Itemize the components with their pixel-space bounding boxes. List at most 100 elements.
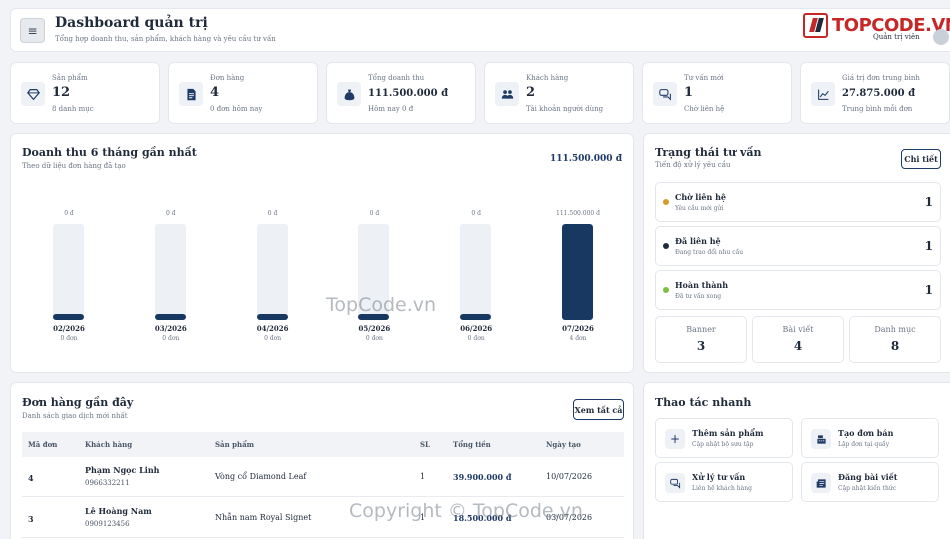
action-name: Thêm sản phẩm xyxy=(692,428,764,438)
bar xyxy=(256,314,288,320)
bar xyxy=(154,314,186,320)
stat-label: Sản phẩm xyxy=(52,74,88,82)
brand-logo[interactable]: TOPCODE.VN xyxy=(803,13,950,38)
action-desc: Liên hệ khách hàng xyxy=(692,485,752,492)
bar-orders-label: 0 đơn xyxy=(467,335,485,342)
orders-subtitle: Danh sách giao dịch mới nhất xyxy=(22,412,128,420)
stat-sub: 0 đơn hôm nay xyxy=(210,105,263,113)
mini-label: Danh mục xyxy=(874,325,916,334)
stat-value: 4 xyxy=(210,85,220,100)
bar-month-label: 04/2026 xyxy=(256,324,289,333)
orders-title: Đơn hàng gần đây xyxy=(22,396,134,409)
customer-phone: 0966332211 xyxy=(85,479,130,487)
status-desc: Đang trao đổi nhu cầu xyxy=(675,249,744,256)
bar xyxy=(358,314,390,320)
bar-track xyxy=(562,224,593,320)
column-header: Ngày tạo xyxy=(546,440,581,449)
stat-label: Tư vấn mới xyxy=(684,74,724,82)
customer-phone: 0909123456 xyxy=(85,520,130,528)
document-icon xyxy=(179,82,203,106)
hamburger-icon: ≡ xyxy=(27,23,38,38)
status-desc: Đã tư vấn xong xyxy=(675,293,722,300)
column-header: Khách hàng xyxy=(85,440,133,449)
action-name: Tạo đơn bán xyxy=(838,428,894,438)
stat-sub: Chờ liên hệ xyxy=(684,105,725,113)
status-row-contacted[interactable]: Đã liên hệ Đang trao đổi nhu cầu 1 xyxy=(655,226,941,266)
chart-subtitle: Theo dữ liệu đơn hàng đã tạo xyxy=(22,162,126,170)
page-subtitle: Tổng hợp doanh thu, sản phẩm, khách hàng… xyxy=(55,35,276,43)
avatar[interactable] xyxy=(933,29,949,45)
bar-orders-label: 0 đơn xyxy=(365,335,383,342)
bar-orders-label: 0 đơn xyxy=(264,335,282,342)
bar xyxy=(53,314,84,320)
bar-month-label: 07/2026 xyxy=(562,324,594,333)
stat-sub: Trung bình mỗi đơn xyxy=(842,105,913,113)
bar xyxy=(562,224,593,320)
mini-label: Bài viết xyxy=(782,325,814,334)
stat-card-revenue: Tổng doanh thu 111.500.000 đ Hôm nay 0 đ xyxy=(326,62,476,124)
bar-value-label: 0 đ xyxy=(64,210,74,217)
action-desc: Cập nhật kiến thức xyxy=(838,485,897,492)
quantity: 1 xyxy=(420,513,426,522)
view-all-button[interactable]: Xem tất cả xyxy=(573,399,624,420)
stat-value: 2 xyxy=(526,85,536,100)
bar-track xyxy=(53,224,84,320)
stat-card-average-order: Giá trị đơn trung bình 27.875.000 đ Trun… xyxy=(800,62,950,124)
consult-subtitle: Tiến độ xử lý yêu cầu xyxy=(655,161,731,169)
bar-value-label: 0 đ xyxy=(267,210,278,217)
chart-title: Doanh thu 6 tháng gần nhất xyxy=(22,146,197,159)
mini-value: 3 xyxy=(696,339,706,353)
bar-orders-label: 0 đơn xyxy=(60,335,78,342)
create-sale-button[interactable]: Tạo đơn bán Lập đơn tại quầy xyxy=(801,418,939,458)
action-name: Đăng bài viết xyxy=(838,472,898,482)
publish-post-button[interactable]: Đăng bài viết Cập nhật kiến thức xyxy=(801,462,939,502)
customer-name: Lê Hoàng Nam xyxy=(85,506,152,516)
bar-track xyxy=(154,224,186,320)
stat-value: 111.500.000 đ xyxy=(368,88,449,99)
stat-value: 1 xyxy=(684,85,694,100)
action-desc: Lập đơn tại quầy xyxy=(838,441,890,448)
stat-label: Giá trị đơn trung bình xyxy=(842,74,920,82)
action-name: Xử lý tư vấn xyxy=(692,472,746,482)
add-product-button[interactable]: + Thêm sản phẩm Cập nhật bộ sưu tập xyxy=(655,418,793,458)
stat-sub: Hôm nay 0 đ xyxy=(368,105,414,113)
stat-label: Tổng doanh thu xyxy=(368,74,425,82)
mini-stat-banner: Banner 3 xyxy=(655,316,747,363)
status-name: Đã liên hệ xyxy=(675,236,721,246)
stat-card-orders: Đơn hàng 4 0 đơn hôm nay xyxy=(168,62,318,124)
status-dot xyxy=(663,287,669,293)
chat-icon xyxy=(653,82,677,106)
customer-name: Phạm Ngọc Linh xyxy=(85,465,160,475)
order-date: 03/07/2026 xyxy=(546,513,593,522)
bar-value-label: 111.500.000 đ xyxy=(556,210,600,217)
bar-month-label: 03/2026 xyxy=(154,324,187,333)
chat-icon xyxy=(665,473,685,493)
bar-track xyxy=(460,224,492,320)
logo-text: TOPCODE.VN xyxy=(832,15,950,36)
revenue-total: 111.500.000 đ xyxy=(549,154,622,164)
bar-value-label: 0 đ xyxy=(369,210,380,217)
product-name: Vòng cổ Diamond Leaf xyxy=(215,472,307,481)
mini-value: 4 xyxy=(793,339,803,353)
mini-stat-posts: Bài viết 4 xyxy=(752,316,844,363)
column-header: SL xyxy=(420,440,430,449)
status-count: 1 xyxy=(924,195,933,209)
bar-orders-label: 0 đơn xyxy=(162,335,180,342)
status-name: Chờ liên hệ xyxy=(675,192,726,202)
status-row-waiting[interactable]: Chờ liên hệ Yêu cầu mới gửi 1 xyxy=(655,182,941,222)
status-row-completed[interactable]: Hoàn thành Đã tư vấn xong 1 xyxy=(655,270,941,310)
menu-toggle-button[interactable]: ≡ xyxy=(20,18,45,43)
product-name: Nhẫn nam Royal Signet xyxy=(215,513,312,522)
table-row[interactable]: 4 Phạm Ngọc Linh 0966332211 Vòng cổ Diam… xyxy=(22,457,624,497)
detail-button[interactable]: Chi tiết xyxy=(901,149,941,169)
status-desc: Yêu cầu mới gửi xyxy=(675,205,724,212)
column-header: Sản phẩm xyxy=(215,440,255,449)
quick-actions-card: Thao tác nhanh + Thêm sản phẩm Cập nhật … xyxy=(643,382,950,539)
chart-line-icon xyxy=(811,82,835,106)
table-row[interactable]: 3 Lê Hoàng Nam 0909123456 Nhẫn nam Royal… xyxy=(22,498,624,538)
order-total: 39.900.000 đ xyxy=(453,472,512,482)
handle-consult-button[interactable]: Xử lý tư vấn Liên hệ khách hàng xyxy=(655,462,793,502)
revenue-chart-card: Doanh thu 6 tháng gần nhất Theo dữ liệu … xyxy=(10,133,634,373)
stat-sub: 8 danh mục xyxy=(52,105,94,113)
table-header: Mã đơn Khách hàng Sản phẩm SL Tổng tiền … xyxy=(22,432,624,457)
